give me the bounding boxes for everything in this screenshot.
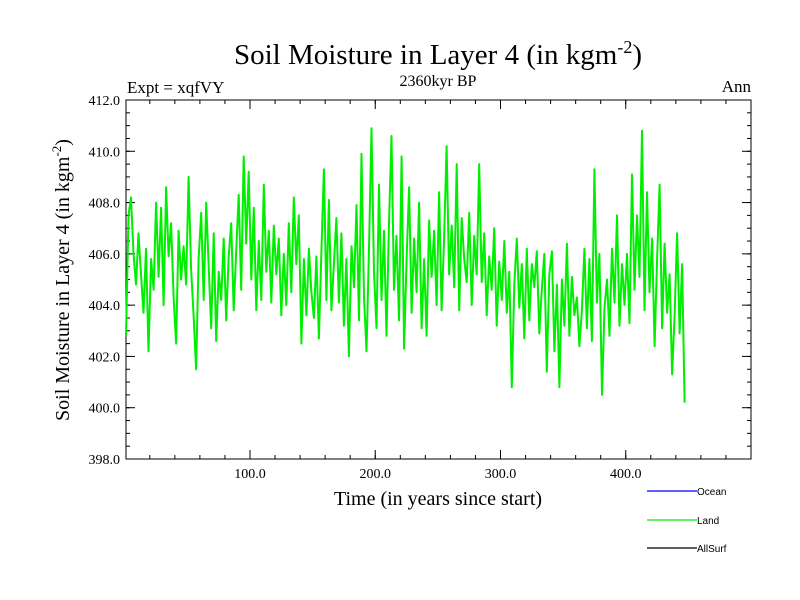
x-axis: 100.0 200.0 300.0 400.0 (149, 100, 727, 482)
chart-subtitle: 2360kyr BP (400, 73, 477, 90)
y-tick-label: 398.0 (89, 453, 121, 468)
y-axis-label: Soil Moisture in Layer 4 (in kgm-2) (49, 139, 74, 421)
legend-label-allsurf: AllSurf (697, 544, 727, 555)
chart-title: Soil Moisture in Layer 4 (in kgm-2) (234, 37, 642, 71)
y-tick-label: 402.0 (89, 350, 121, 365)
y-tick-label: 412.0 (89, 94, 121, 109)
legend: Ocean Land AllSurf (647, 487, 727, 555)
period-label: Ann (722, 77, 752, 96)
series-line-land (125, 127, 686, 403)
experiment-label: Expt = xqfVY (127, 78, 224, 97)
legend-label-land: Land (697, 516, 719, 527)
y-tick-label: 404.0 (89, 299, 121, 314)
x-tick-label: 300.0 (485, 467, 517, 482)
y-tick-label: 410.0 (89, 145, 121, 160)
x-tick-label: 400.0 (610, 467, 642, 482)
legend-label-ocean: Ocean (697, 487, 726, 498)
y-tick-label: 406.0 (89, 248, 121, 263)
y-tick-label: 400.0 (89, 402, 121, 417)
y-tick-label: 408.0 (89, 197, 121, 212)
x-tick-label: 200.0 (359, 467, 391, 482)
x-tick-label: 100.0 (234, 467, 266, 482)
x-axis-label: Time (in years since start) (334, 488, 542, 510)
